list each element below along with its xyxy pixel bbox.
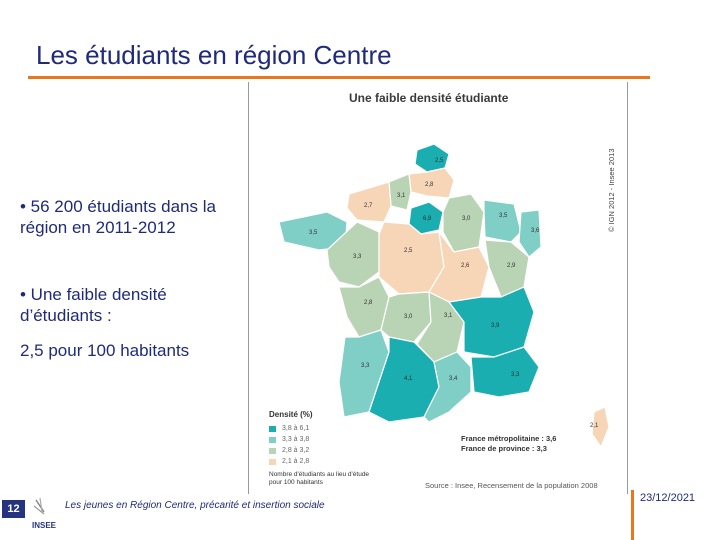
stat-province: France de province : 3,3 bbox=[461, 444, 547, 453]
region-shape bbox=[423, 351, 472, 423]
region-value: 3,6 bbox=[531, 228, 540, 234]
region-shape bbox=[447, 286, 535, 358]
region-shape bbox=[408, 167, 455, 199]
legend-label: 2,1 à 2,8 bbox=[282, 458, 310, 465]
footer-text: Les jeunes en Région Centre, précarité e… bbox=[65, 500, 325, 511]
map-source: Source : Insee, Recensement de la popula… bbox=[425, 481, 598, 490]
legend-swatch bbox=[269, 425, 276, 432]
region-value: 2,5 bbox=[404, 248, 413, 254]
region-value: 2,8 bbox=[364, 300, 373, 306]
region-shape bbox=[388, 173, 412, 211]
date-divider bbox=[631, 490, 634, 540]
legend-swatch bbox=[269, 458, 276, 465]
region-value: 3,3 bbox=[353, 254, 362, 260]
region-shape bbox=[470, 346, 540, 398]
legend-item: 2,8 à 3,2 bbox=[269, 447, 309, 454]
legend-item: 3,8 à 6,1 bbox=[269, 425, 309, 432]
region-shape bbox=[326, 221, 380, 288]
title-divider bbox=[28, 76, 650, 79]
region-shape bbox=[368, 336, 440, 423]
france-map: 2,5 2,8 3,1 2,7 6,8 3,0 3,5 3,6 3,5 3,3 … bbox=[278, 143, 610, 449]
bullet-density: • Une faible densité d’étudiants : bbox=[20, 285, 167, 325]
logo-text: INSEE bbox=[32, 521, 57, 530]
region-shape bbox=[483, 199, 522, 243]
region-value: 2,6 bbox=[461, 263, 470, 269]
region-shape bbox=[346, 181, 392, 223]
region-value: 2,7 bbox=[364, 203, 373, 209]
legend-note: Nombre d'étudiants au lieu d'étude pour … bbox=[269, 471, 370, 486]
legend-swatch bbox=[269, 447, 276, 454]
region-shape bbox=[442, 193, 485, 253]
region-value: 3,0 bbox=[462, 216, 471, 222]
region-shape bbox=[380, 291, 432, 343]
legend-title: Densité (%) bbox=[269, 410, 313, 419]
bullet-density-value: 2,5 pour 100 habitants bbox=[20, 341, 190, 360]
region-value: 3,1 bbox=[444, 313, 453, 319]
legend-label: 3,3 à 3,8 bbox=[282, 436, 310, 443]
page-number: 12 bbox=[2, 500, 25, 518]
insee-logo-icon: INSEE bbox=[32, 497, 57, 530]
legend-swatch bbox=[269, 436, 276, 443]
region-value: 3,0 bbox=[404, 314, 413, 320]
region-value: 3,5 bbox=[499, 213, 508, 219]
slide-title: Les étudiants en région Centre bbox=[36, 40, 392, 70]
region-value: 6,8 bbox=[423, 216, 432, 222]
region-value: 2,5 bbox=[435, 158, 444, 164]
legend-label: 2,8 à 3,2 bbox=[282, 447, 310, 454]
slide-date: 23/12/2021 bbox=[640, 492, 696, 504]
region-value: 3,4 bbox=[449, 376, 458, 382]
region-value: 3,1 bbox=[397, 193, 406, 199]
region-value: 3,3 bbox=[361, 363, 370, 369]
stat-metropole: France métropolitaine : 3,6 bbox=[461, 434, 557, 443]
bullet-student-count: • 56 200 étudiants dans la région en 201… bbox=[20, 197, 216, 237]
region-value: 3,5 bbox=[309, 230, 318, 236]
legend-item: 2,1 à 2,8 bbox=[269, 458, 309, 465]
region-value: 2,8 bbox=[425, 182, 434, 188]
map-stats: France métropolitaine : 3,6 France de pr… bbox=[461, 434, 556, 454]
region-value: 4,1 bbox=[404, 376, 413, 382]
region-shape bbox=[591, 406, 610, 449]
region-shape bbox=[518, 209, 542, 258]
region-value: 3,9 bbox=[491, 323, 500, 329]
legend-label: 3,8 à 6,1 bbox=[282, 425, 310, 432]
legend-item: 3,3 à 3,8 bbox=[269, 436, 309, 443]
map-title: Une faible densité étudiante bbox=[349, 91, 509, 105]
density-map: Une faible densité étudiante © IGN 2012 … bbox=[248, 82, 628, 494]
region-value: 2,1 bbox=[590, 423, 599, 429]
region-value: 2,9 bbox=[507, 263, 516, 269]
region-value: 3,3 bbox=[511, 372, 520, 378]
